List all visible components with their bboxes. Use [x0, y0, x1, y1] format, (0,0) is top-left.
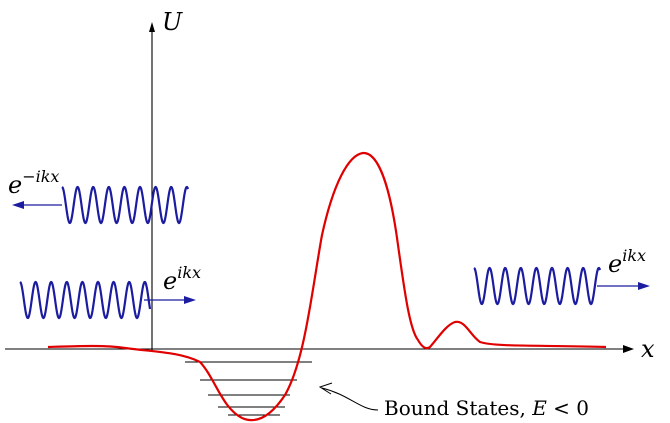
- incident-wave-curve: [19, 280, 152, 320]
- transmitted-wave-curve: [473, 266, 602, 306]
- transmitted-wave-label: eikx: [608, 246, 646, 278]
- incident-wave: [19, 280, 196, 320]
- bound-states-annotation: Bound States, E < 0: [384, 396, 589, 420]
- x-axis: [5, 345, 634, 353]
- annotation-pointer: [318, 382, 379, 411]
- reflected-wave-curve: [61, 185, 190, 225]
- y-axis-label: U: [162, 8, 183, 36]
- incident-wave-arrowhead: [184, 296, 196, 304]
- reflected-wave: [12, 185, 190, 225]
- bound-state-levels: [185, 361, 312, 416]
- transmitted-wave: [473, 266, 650, 306]
- incident-wave-label: eikx: [163, 263, 201, 295]
- potential-curve: [47, 151, 607, 422]
- x-axis-label: x: [641, 335, 655, 363]
- transmitted-wave-arrowhead: [638, 282, 650, 290]
- reflected-wave-label: e−ikx: [8, 167, 59, 199]
- reflected-wave-arrowhead: [12, 201, 24, 209]
- y-axis: [149, 22, 155, 350]
